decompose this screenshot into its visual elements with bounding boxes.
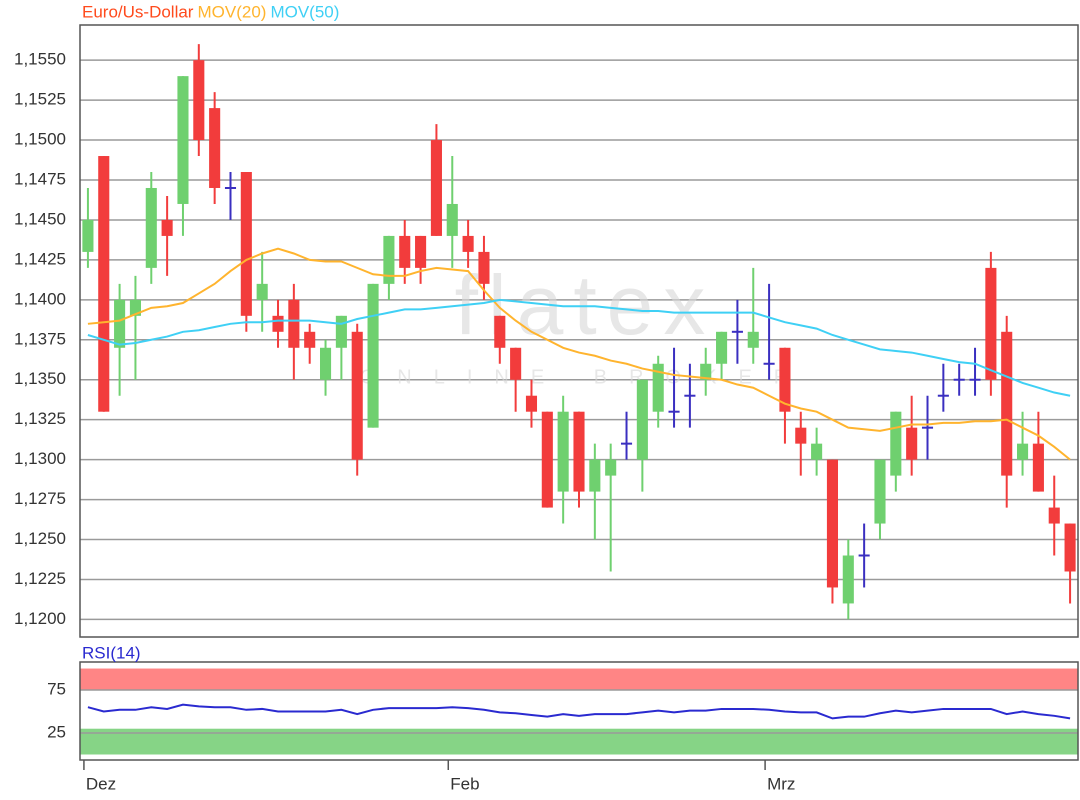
- y-tick-label: 1,1200: [14, 609, 66, 628]
- candle-body: [114, 299, 126, 348]
- y-tick-label: 1,1275: [14, 489, 66, 508]
- y-tick-label: 1,1525: [14, 90, 66, 109]
- candle-body: [193, 60, 205, 141]
- candle-body: [779, 347, 791, 412]
- candle-body: [383, 235, 395, 284]
- candle-body: [161, 219, 173, 236]
- y-tick-label: 1,1225: [14, 569, 66, 588]
- y-tick-label: 1,1425: [14, 249, 66, 268]
- candle-body: [906, 427, 918, 460]
- candle-body: [272, 315, 284, 332]
- plot-border: [79, 661, 1079, 761]
- candle-body: [716, 331, 728, 364]
- candle-body: [399, 235, 411, 268]
- candle-body: [1032, 443, 1044, 492]
- series-line: [87, 247, 1071, 461]
- legend-entry: RSI(14): [82, 643, 141, 662]
- candle-body: [985, 267, 997, 380]
- watermark-subtitle: ONLINE BROKER: [360, 366, 810, 388]
- x-tick-label: Dez: [86, 774, 116, 793]
- candle-body: [1017, 443, 1029, 460]
- y-tick-label: 1,1250: [14, 529, 66, 548]
- band: [80, 668, 1078, 691]
- candle-body: [525, 395, 538, 412]
- candle-body: [747, 331, 759, 348]
- candle-body: [541, 411, 553, 508]
- candle-body: [700, 363, 712, 380]
- y-tick-label: 1,1325: [14, 409, 66, 428]
- candle-body: [652, 363, 664, 412]
- candle-body: [1001, 331, 1013, 476]
- candle-body: [240, 172, 252, 316]
- candle-body: [304, 331, 316, 348]
- plot-border: [79, 24, 1079, 638]
- candle-body: [494, 315, 506, 348]
- candle-body: [573, 411, 585, 492]
- candle-body: [209, 108, 221, 188]
- candle-body: [811, 443, 823, 460]
- candle-body: [256, 283, 268, 300]
- candle-body: [557, 411, 569, 492]
- candle-body: [145, 187, 157, 268]
- candle-body: [874, 459, 886, 524]
- candle-body: [636, 379, 648, 460]
- y-tick-label: 1,1500: [14, 130, 66, 149]
- candle-body: [510, 347, 522, 380]
- candle-body: [82, 219, 94, 252]
- y-tick-label: 1,1475: [14, 169, 66, 188]
- candle-body: [129, 299, 141, 316]
- legend-entry: MOV(20): [197, 2, 266, 21]
- y-tick-label: 1,1375: [14, 329, 66, 348]
- candle-body: [842, 555, 854, 604]
- candle-body: [319, 347, 332, 380]
- candle-body: [430, 140, 442, 236]
- candle-body: [478, 251, 490, 284]
- candle-body: [446, 203, 458, 236]
- candle-body: [351, 331, 363, 460]
- candle-body: [826, 459, 839, 588]
- y-tick-label: 25: [47, 722, 66, 741]
- y-tick-label: 1,1350: [14, 369, 66, 388]
- candle-body: [795, 427, 807, 444]
- candle-body: [415, 235, 427, 268]
- legend-entry: MOV(50): [270, 2, 339, 21]
- candle-body: [335, 315, 347, 348]
- y-tick-label: 1,1300: [14, 449, 66, 468]
- series-line: [87, 703, 1071, 720]
- candle-body: [1064, 523, 1076, 572]
- candle-body: [605, 459, 617, 476]
- candle-body: [367, 283, 379, 428]
- y-tick-label: 1,1400: [14, 289, 66, 308]
- candle-body: [288, 299, 300, 348]
- candle-body: [1048, 507, 1060, 524]
- candle-body: [98, 156, 110, 412]
- y-tick-label: 1,1450: [14, 209, 66, 228]
- y-tick-label: 1,1550: [14, 50, 66, 69]
- x-tick-label: Feb: [450, 774, 479, 793]
- series-line: [87, 298, 1071, 397]
- candle-body: [177, 76, 189, 204]
- candle-body: [890, 411, 902, 476]
- y-tick-label: 75: [47, 680, 66, 699]
- watermark: flatex: [455, 258, 716, 352]
- candle-body: [589, 459, 601, 492]
- candle-body: [462, 235, 474, 252]
- x-tick-label: Mrz: [767, 774, 795, 793]
- legend-entry: Euro/Us-Dollar: [82, 2, 194, 21]
